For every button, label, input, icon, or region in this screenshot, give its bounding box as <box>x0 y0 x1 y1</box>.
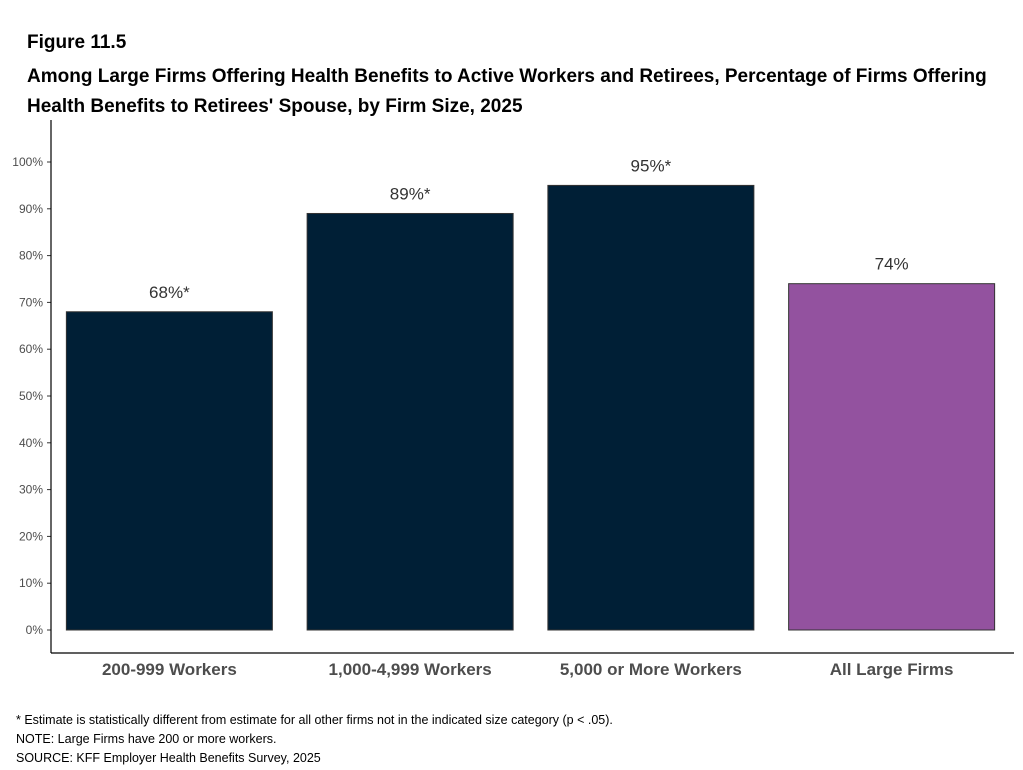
x-category-label: All Large Firms <box>830 660 954 679</box>
bar <box>788 283 996 631</box>
bar <box>65 311 273 631</box>
y-tick-label: 30% <box>19 483 43 497</box>
source-footnote: SOURCE: KFF Employer Health Benefits Sur… <box>16 751 321 765</box>
y-tick-label: 40% <box>19 436 43 450</box>
bar <box>306 212 514 631</box>
x-category-label: 5,000 or More Workers <box>560 660 742 679</box>
data-labels-group: 68%* 89%* 95%* 74% <box>149 156 909 301</box>
data-label: 68%* <box>149 283 190 302</box>
data-label: 95%* <box>631 156 672 175</box>
category-labels-group: 200-999 Workers 1,000-4,999 Workers 5,000 … <box>102 660 954 679</box>
x-category-label: 1,000-4,999 Workers <box>329 660 492 679</box>
note-footnote: NOTE: Large Firms have 200 or more worke… <box>16 732 277 746</box>
y-tick-label: 0% <box>26 623 44 637</box>
x-category-label: 200-999 Workers <box>102 660 237 679</box>
data-label: 89%* <box>390 184 431 203</box>
figure-label: Figure 11.5 <box>27 32 127 53</box>
footnotes: * Estimate is statistically different fr… <box>16 711 613 768</box>
y-tick-label: 70% <box>19 295 43 309</box>
y-tick-label: 90% <box>19 202 43 216</box>
data-label: 74% <box>875 255 909 274</box>
y-axis-ticks: 0% 10% 20% 30% 40% 50% 60% 70% 80% 90% 100% <box>12 155 51 637</box>
y-tick-label: 80% <box>19 249 43 263</box>
y-tick-label: 20% <box>19 529 43 543</box>
estimate-footnote: * Estimate is statistically different fr… <box>16 713 613 727</box>
chart-title: Among Large Firms Offering Health Benefi… <box>27 66 987 117</box>
bars-group <box>65 184 996 631</box>
y-tick-label: 50% <box>19 389 43 403</box>
bar <box>547 184 755 631</box>
y-tick-label: 10% <box>19 576 43 590</box>
y-tick-label: 100% <box>12 155 43 169</box>
y-tick-label: 60% <box>19 342 43 356</box>
